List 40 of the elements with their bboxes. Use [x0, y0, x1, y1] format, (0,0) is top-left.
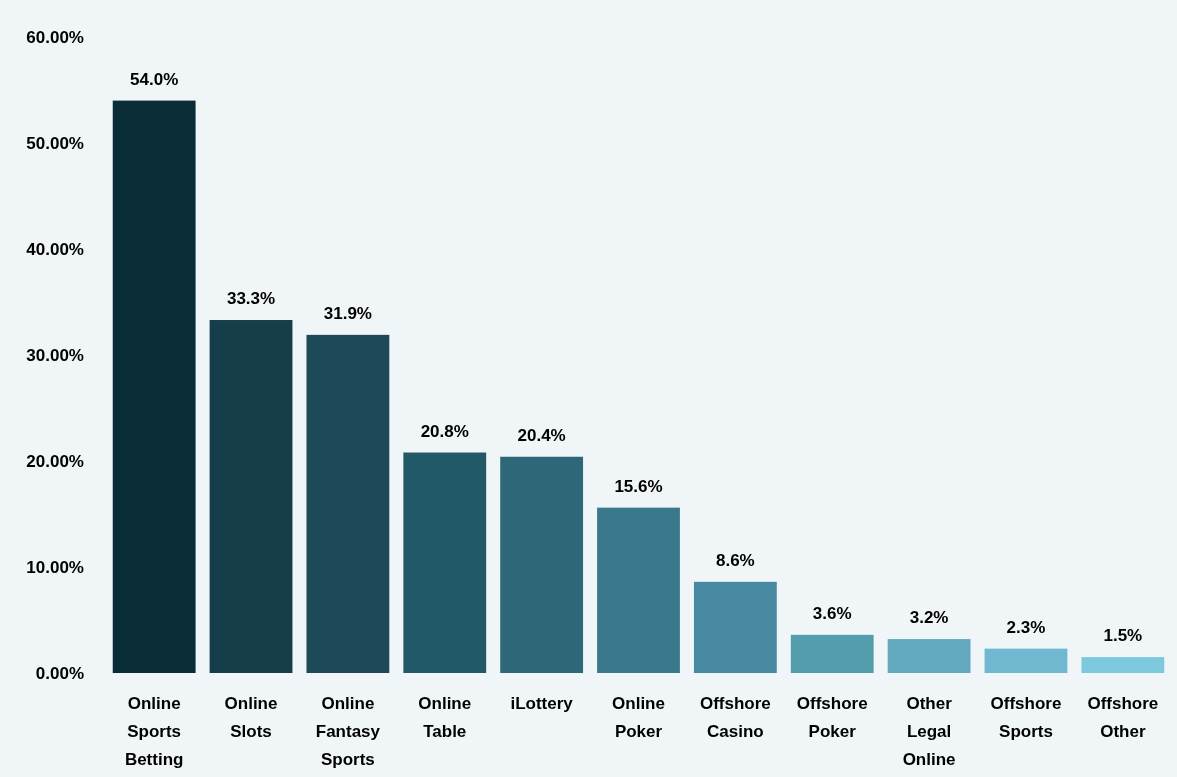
data-label: 2.3% [1006, 617, 1046, 637]
x-tick-label: Other Legal Online [902, 694, 956, 769]
x-tick-label: iLottery [510, 694, 574, 713]
data-label: 33.3% [226, 289, 276, 309]
x-tick-label: Online Poker [612, 694, 665, 741]
x-tick-label: Offshore Sports [990, 694, 1062, 741]
data-label: 31.9% [323, 303, 372, 323]
y-tick-label: 40.00% [26, 239, 84, 259]
data-label: 1.5% [1103, 626, 1143, 646]
x-tick-label: Offshore Casino [699, 694, 771, 741]
data-label: 8.6% [715, 550, 755, 570]
bar [984, 648, 1068, 673]
x-tick-label: Online Table [418, 694, 472, 741]
bar [693, 581, 777, 673]
bar [403, 452, 487, 673]
y-tick-label: 20.00% [26, 451, 84, 471]
data-label: 15.6% [614, 476, 663, 496]
y-tick-label: 30.00% [26, 345, 84, 365]
bar [887, 639, 971, 673]
x-tick-label: Offshore Poker [796, 694, 868, 741]
x-tick-label: Offshore Other [1087, 694, 1159, 741]
bar [112, 100, 196, 673]
y-tick-label: 60.00% [26, 27, 84, 47]
bar [500, 456, 584, 673]
data-label: 20.4% [517, 425, 566, 445]
data-label: 3.2% [909, 608, 949, 628]
y-tick-label: 10.00% [26, 557, 84, 577]
y-tick-label: 50.00% [26, 133, 84, 153]
bar [306, 334, 390, 673]
bar [597, 507, 680, 673]
x-tick-label: Online Sports Betting [124, 694, 184, 769]
data-label: 3.6% [812, 603, 852, 623]
y-tick-label: 0.00% [35, 663, 84, 683]
bar [1081, 657, 1165, 673]
x-tick-label: Online Slots [224, 694, 278, 741]
data-label: 54.0% [130, 69, 179, 89]
bar [209, 320, 293, 673]
x-tick-label: Online Fantasy Sports [315, 694, 381, 769]
data-label: 20.8% [420, 421, 469, 441]
bar [790, 634, 874, 673]
